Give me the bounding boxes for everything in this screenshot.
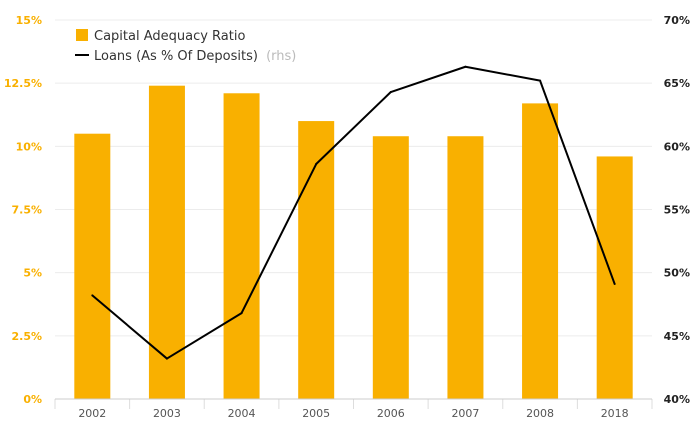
y-right-tick-label: 45% xyxy=(664,330,690,343)
x-tick-label: 2006 xyxy=(377,407,405,420)
legend-label-loans: Loans (As % Of Deposits) (rhs) xyxy=(94,49,296,64)
legend-label-capital-adequacy: Capital Adequacy Ratio xyxy=(94,29,245,44)
point-loans-2004 xyxy=(240,312,243,315)
y-left-tick-label: 15% xyxy=(16,14,42,27)
x-tick-label: 2002 xyxy=(78,407,106,420)
axes: 0% 2.5% 5% 7.5% 10% 12.5% 15% 40% 45% 50% 55% 60% 65… xyxy=(4,14,690,420)
legend: Capital Adequacy Ratio Loans (As % Of De… xyxy=(75,29,296,64)
legend-swatch-capital-adequacy xyxy=(76,29,88,41)
legend-label-loans-name: Loans (As % Of Deposits) xyxy=(94,49,258,64)
y-right-tick-label: 40% xyxy=(664,393,690,406)
y-right-tick-label: 70% xyxy=(664,14,690,27)
y-right-tick-label: 65% xyxy=(664,77,690,90)
bar-capital-adequacy-2018 xyxy=(596,156,633,399)
x-tick-label: 2004 xyxy=(228,407,256,420)
y-left-tick-label: 7.5% xyxy=(11,204,42,217)
point-loans-2002 xyxy=(91,294,94,297)
y-right-tick-label: 50% xyxy=(664,267,690,280)
bar-capital-adequacy-2007 xyxy=(447,136,484,399)
x-tick-label: 2005 xyxy=(302,407,330,420)
point-loans-2006 xyxy=(389,91,392,94)
point-loans-2018 xyxy=(613,283,616,286)
x-tick-label: 2007 xyxy=(451,407,479,420)
y-left-tick-label: 2.5% xyxy=(11,330,42,343)
bar-capital-adequacy-2006 xyxy=(372,136,409,399)
x-tick-label: 2003 xyxy=(153,407,181,420)
bar-capital-adequacy-2008 xyxy=(522,103,559,399)
bar-capital-adequacy-2002 xyxy=(74,133,111,399)
y-right-tick-label: 60% xyxy=(664,140,690,153)
line-series xyxy=(91,65,616,360)
bar-capital-adequacy-2004 xyxy=(223,93,260,400)
y-left-tick-label: 0% xyxy=(23,393,42,406)
x-tick-label: 2008 xyxy=(526,407,554,420)
point-loans-2008 xyxy=(539,79,542,82)
y-right-tick-label: 55% xyxy=(664,204,690,217)
point-loans-2007 xyxy=(464,65,467,68)
bar-capital-adequacy-2003 xyxy=(148,85,185,400)
y-left-tick-label: 10% xyxy=(16,140,42,153)
bar-capital-adequacy-2005 xyxy=(298,121,335,400)
legend-label-loans-suffix: (rhs) xyxy=(266,49,296,64)
y-left-tick-label: 5% xyxy=(23,267,42,280)
grid-lines xyxy=(55,19,652,400)
point-loans-2003 xyxy=(165,357,168,360)
x-tick-label: 2018 xyxy=(601,407,629,420)
line-loans-path xyxy=(91,65,616,360)
bar-series xyxy=(74,85,633,400)
y-left-tick-label: 12.5% xyxy=(4,77,42,90)
point-loans-2005 xyxy=(315,163,318,166)
